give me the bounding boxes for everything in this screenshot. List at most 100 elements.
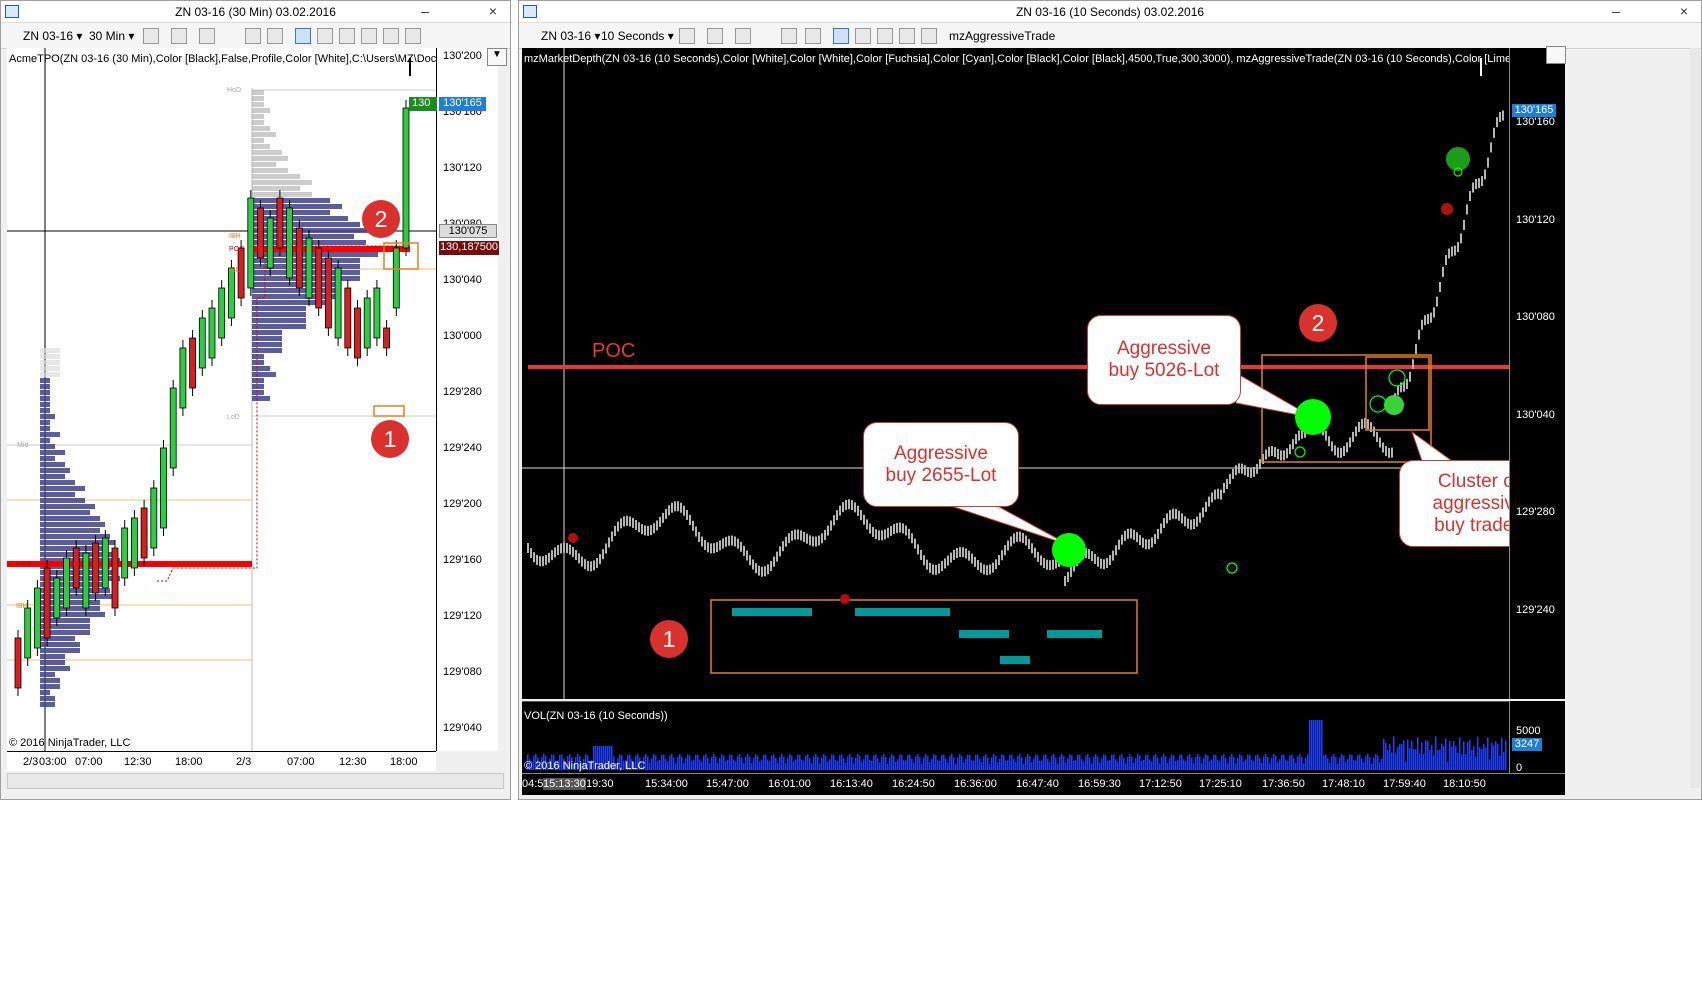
poc-label-day2: POC	[229, 246, 244, 253]
price-tick: 129'240	[1516, 603, 1555, 616]
right-price-axis[interactable]: 130'160 130'120 130'080 130'040 129'280 129'2…	[1509, 48, 1565, 1006]
tools-icon[interactable]	[735, 28, 751, 44]
price-tick: 129'160	[1516, 798, 1555, 811]
zoom-icon[interactable]	[805, 28, 821, 44]
right-indicator-label: mzMarketDepth(ZN 03-16 (10 Seconds),Colo…	[524, 53, 1509, 65]
time-tick: 07:00	[75, 756, 103, 768]
aggressive-trade-tab[interactable]: mzAggressiveTrade	[949, 29, 1056, 43]
time-tick: 04:5	[522, 778, 544, 790]
ibh-label: IBH	[229, 233, 241, 240]
vol-tick-zero: 0	[1516, 762, 1523, 774]
line-price-label: 130,187500	[439, 241, 499, 255]
volume-indicator-label: VOL(ZN 03-16 (10 Seconds))	[524, 710, 668, 722]
price-tick: 129'240	[443, 442, 482, 454]
bar-type-icon[interactable]	[679, 28, 695, 44]
right-menu-dropdown[interactable]	[1546, 46, 1566, 64]
minimize-button[interactable]: –	[421, 3, 429, 19]
chart-app-icon	[523, 5, 537, 18]
crosshair-icon[interactable]	[245, 28, 261, 44]
time-tick: 12:30	[339, 756, 367, 768]
time-tick: 12:30	[124, 756, 152, 768]
price-tick: 130'040	[1516, 408, 1555, 421]
data-box-icon[interactable]	[295, 28, 311, 44]
time-tick: 07:00	[287, 756, 315, 768]
callout-cluster-line1: Cluster of	[1437, 470, 1509, 492]
annotation-1-marker: 1	[371, 420, 409, 458]
poc-label-day1: POC	[16, 561, 31, 568]
left-time-axis[interactable]: 2/3 03:00 07:00 12:30 18:00 2/3 07:00 12:30 18:0…	[7, 751, 436, 771]
current-price-label: 130'165	[439, 97, 486, 111]
left-menu-dropdown[interactable]: ▼	[487, 48, 507, 66]
callout-2655-line2: buy 2655-Lot	[885, 464, 997, 486]
indicators-icon[interactable]	[339, 28, 355, 44]
minimize-button[interactable]: –	[1612, 3, 1620, 19]
right-time-axis[interactable]: 04:5 15:13:30 19:30 15:34:00 15:47:00 16:01:0…	[522, 773, 1565, 795]
right-window-title: ZN 03-16 (10 Seconds) 03.02.2016	[1015, 5, 1205, 19]
right-chart-canvas[interactable]: mzMarketDepth(ZN 03-16 (10 Seconds),Colo…	[522, 48, 1509, 699]
left-copyright: © 2016 NinjaTrader, LLC	[9, 737, 131, 749]
volume-histogram	[527, 720, 1507, 770]
draw-pencil-icon[interactable]	[707, 28, 723, 44]
mid-label: Mid	[17, 442, 28, 449]
price-tick: 130'080	[1516, 311, 1555, 323]
instrument-label: ZN 03-16	[23, 29, 74, 43]
current-price-label: 130'165	[1512, 104, 1556, 117]
tools-icon[interactable]	[199, 28, 215, 44]
play-icon[interactable]	[1480, 58, 1500, 76]
ibl-label: IBL	[229, 267, 240, 274]
time-tick: 16:13:40	[830, 778, 873, 790]
price-tick: 129'200	[443, 498, 482, 510]
time-tick: 17:59:40	[1383, 778, 1426, 790]
draw-pencil-icon[interactable]	[171, 28, 187, 44]
callout-cluster-line2: aggressive	[1432, 492, 1509, 514]
price-tick: 129'080	[443, 666, 482, 678]
close-button[interactable]: ×	[1679, 3, 1689, 19]
volume-axis[interactable]: 5000 0 3247	[1509, 701, 1565, 774]
screenshot-icon[interactable]	[383, 28, 399, 44]
properties-icon[interactable]	[317, 28, 333, 44]
ibh-label-day1: IBH	[16, 603, 28, 610]
screenshot-icon[interactable]	[921, 28, 937, 44]
bar-type-icon[interactable]	[143, 28, 159, 44]
lod-label: LoD	[227, 414, 240, 421]
price-tick: 129'080	[1516, 993, 1555, 1006]
instrument-selector[interactable]: ZN 03-16 ▾	[541, 29, 601, 43]
annotation-2-marker: 2	[362, 200, 400, 238]
indicators-icon[interactable]	[877, 28, 893, 44]
left-price-axis[interactable]: 130'200130'160130'120130'080130'040130'0…	[409, 48, 499, 751]
left-price-chart: HoD LoD Mid IBH POC IBL POC IBH	[7, 48, 436, 751]
tpo-profile-day1	[40, 348, 120, 707]
interval-selector[interactable]: 30 Min ▾	[89, 29, 135, 43]
instrument-selector[interactable]: ZN 03-16 ▾	[23, 29, 83, 43]
volume-panel[interactable]: VOL(ZN 03-16 (10 Seconds)) © 2016 NinjaT…	[522, 701, 1509, 773]
play-icon[interactable]	[409, 58, 429, 76]
strategies-icon[interactable]	[899, 28, 915, 44]
vol-current-label: 3247	[1512, 738, 1542, 751]
callout-cluster-line3: buy trades	[1434, 514, 1509, 536]
price-flag: 130	[409, 97, 437, 111]
crosshair-price-label: 130'075	[439, 224, 497, 238]
left-chart-canvas[interactable]: HoD LoD Mid IBH POC IBL POC IBH AcmeTPO(…	[7, 48, 436, 751]
strategies-icon[interactable]	[361, 28, 377, 44]
close-button[interactable]: ×	[488, 3, 498, 19]
price-tick: 129'280	[443, 386, 482, 398]
right-scrollbar[interactable]	[1690, 48, 1700, 788]
zoom-icon[interactable]	[267, 28, 283, 44]
time-tick: 16:01:00	[768, 778, 811, 790]
right-titlebar[interactable]: ZN 03-16 (10 Seconds) 03.02.2016 – ×	[519, 1, 1701, 23]
instrument-label: ZN 03-16	[541, 29, 592, 43]
price-tick: 130'040	[443, 274, 482, 286]
left-titlebar[interactable]: ZN 03-16 (30 Min) 03.02.2016 – ×	[1, 1, 510, 23]
time-tick: 19:30	[586, 778, 614, 790]
crosshair-icon[interactable]	[781, 28, 797, 44]
chart-app-icon	[5, 5, 19, 18]
left-scrollbar[interactable]	[7, 773, 504, 789]
interval-selector[interactable]: 10 Seconds ▾	[601, 29, 674, 43]
price-tick: 130'200	[443, 50, 482, 62]
annotation-1-marker: 1	[650, 620, 688, 658]
data-box-icon[interactable]	[833, 28, 849, 44]
print-icon[interactable]	[405, 28, 421, 44]
properties-icon[interactable]	[855, 28, 871, 44]
time-tick: 17:48:10	[1322, 778, 1365, 790]
right-price-chart	[522, 48, 1509, 699]
